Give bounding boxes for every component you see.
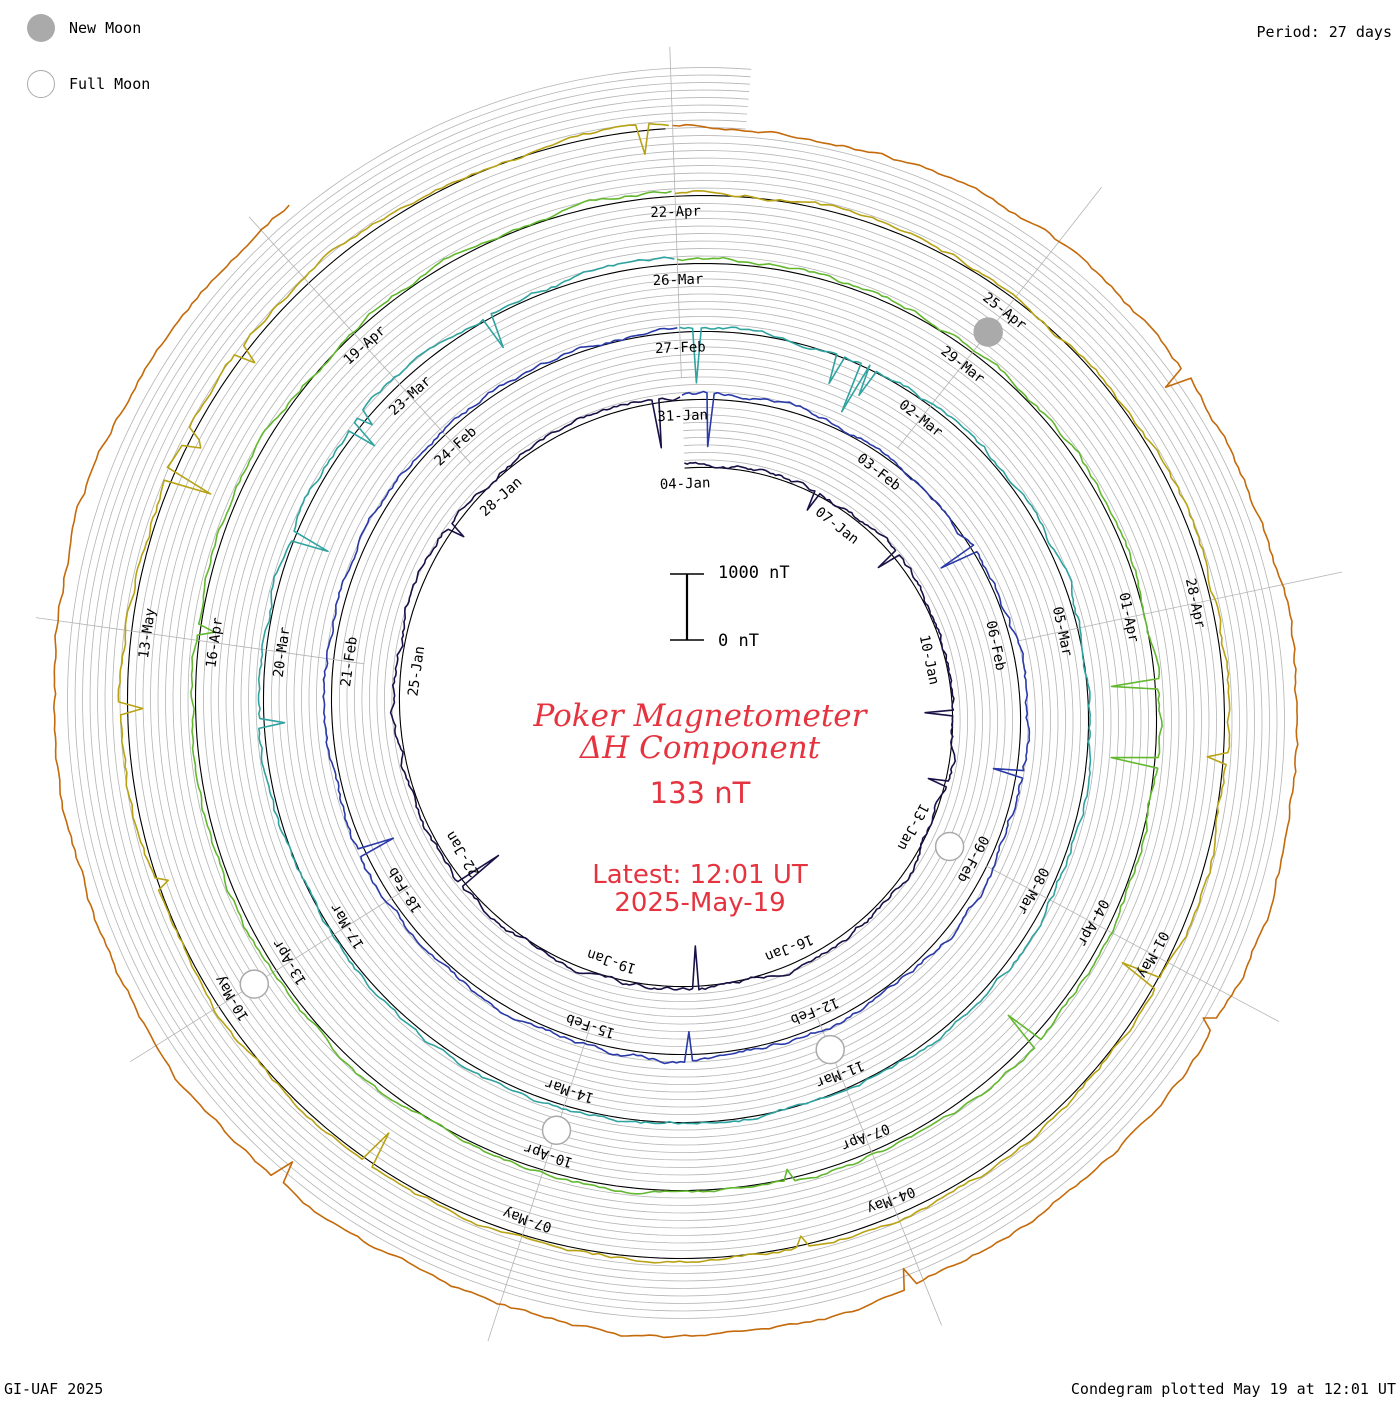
full-moon-icon	[27, 70, 55, 98]
grid-spiral	[67, 67, 1285, 1319]
baseline-spiral	[126, 128, 1226, 1260]
date-label: 04-Jan	[660, 475, 711, 493]
scale-bottom-label: 0 nT	[718, 631, 759, 651]
magnetometer-traces	[53, 122, 1299, 1339]
date-label: 16-Jan	[763, 931, 816, 965]
date-label: 22-Apr	[650, 203, 701, 221]
date-label: 21-Feb	[338, 636, 361, 688]
footer-credit: GI-UAF 2025	[4, 1380, 104, 1398]
full-moon-marker	[815, 1034, 845, 1065]
radial-spoke	[817, 1017, 942, 1326]
date-label: 07-Jan	[812, 504, 862, 548]
chart-subtitle: ΔH Component	[579, 730, 821, 766]
date-label: 20-Mar	[271, 626, 294, 678]
date-label: 28-Apr	[1182, 577, 1208, 630]
magnetometer-trace	[117, 122, 1231, 1264]
date-label: 04-May	[864, 1183, 917, 1217]
grid-spiral	[104, 104, 1248, 1282]
date-label: 26-Mar	[652, 271, 703, 289]
radial-spoke	[248, 216, 472, 464]
magnetometer-trace	[53, 123, 1299, 1339]
legend-new-moon-label: New Moon	[69, 19, 142, 37]
magnetometer-trace	[190, 190, 1163, 1195]
full-moon-marker	[239, 969, 270, 999]
latest-time: Latest: 12:01 UT	[592, 860, 808, 890]
date-label: 01-May	[1134, 928, 1172, 980]
radial-spoke	[985, 865, 1280, 1022]
date-label: 02-Mar	[896, 397, 946, 441]
latest-date: 2025-May-19	[614, 888, 786, 918]
full-moon-marker	[541, 1115, 572, 1145]
new-moon-icon	[27, 14, 55, 42]
date-label: 07-Apr	[839, 1120, 892, 1154]
radial-spoke	[1017, 571, 1343, 642]
grid-spiral	[112, 112, 1240, 1274]
footer-plot-time: Condegram plotted May 19 at 12:01 UT	[1070, 1380, 1396, 1398]
legend-full-moon-label: Full Moon	[69, 75, 151, 93]
date-label: 03-Feb	[854, 451, 904, 495]
grid-spiral	[74, 74, 1278, 1312]
grid-spiral	[82, 82, 1270, 1304]
date-label: 10-Jan	[916, 634, 942, 687]
radial-spoke	[669, 46, 682, 379]
radial-spoke	[129, 885, 412, 1063]
magnetometer-trace	[389, 396, 956, 991]
period-label: Period: 27 days	[1256, 23, 1392, 41]
legend-new-moon: New Moon	[27, 14, 141, 42]
radial-spoke	[487, 1025, 591, 1342]
scale-top-label: 1000 nT	[718, 563, 790, 583]
date-label: 31-Jan	[657, 407, 708, 425]
new-moon-marker	[973, 317, 1003, 347]
grid-spiral	[89, 89, 1263, 1297]
magnetometer-trace	[257, 256, 1092, 1125]
radial-spoke	[35, 617, 365, 665]
radial-spokes	[35, 46, 1343, 1342]
date-label: 13-Apr	[270, 936, 310, 987]
grid-spiral	[97, 97, 1255, 1289]
date-label: 05-Mar	[1049, 605, 1075, 658]
full-moon-marker	[934, 831, 965, 862]
spiral-grid	[67, 67, 1285, 1319]
date-label: 16-Apr	[203, 617, 226, 669]
date-label: 25-Jan	[405, 645, 428, 697]
radial-spoke	[897, 186, 1102, 449]
moon-markers	[239, 317, 1003, 1145]
magnetometer-trace	[322, 327, 1031, 1065]
legend-full-moon: Full Moon	[27, 70, 150, 98]
date-label: 01-Apr	[1115, 591, 1141, 644]
date-label: 27-Feb	[655, 339, 706, 357]
current-value: 133 nT	[649, 776, 751, 810]
chart-title: Poker Magnetometer	[533, 698, 867, 734]
date-label: 06-Feb	[982, 619, 1008, 672]
date-label: 29-Mar	[938, 343, 988, 387]
date-label: 12-Feb	[788, 994, 841, 1028]
date-label: 13-May	[136, 607, 159, 659]
scale-bar	[670, 573, 704, 641]
